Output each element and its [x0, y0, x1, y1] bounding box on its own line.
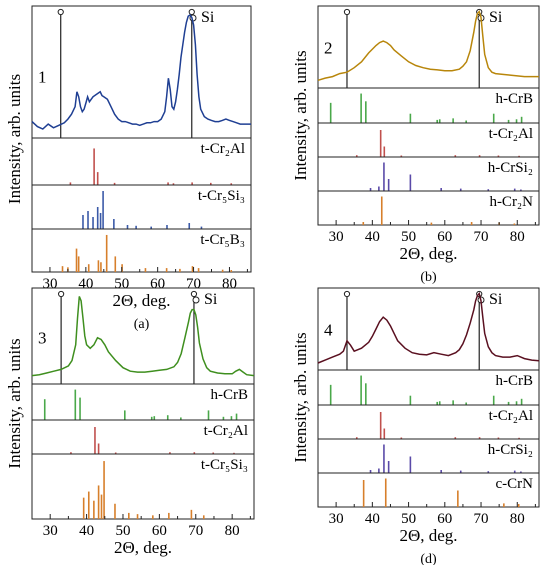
- y-axis-label: Intensity, arb. units: [5, 74, 24, 204]
- reference-phase-label: h-CrB: [211, 387, 249, 403]
- si-legend-label: Si: [489, 291, 503, 308]
- xrd-pattern-line: [31, 13, 251, 130]
- plot-frame: [31, 287, 255, 520]
- x-axis-label: 2Θ, deg.: [114, 538, 172, 557]
- x-axis-label: 2Θ, deg.: [399, 244, 457, 263]
- reference-phase-label: t-Cr₅Si₃: [198, 188, 245, 204]
- x-tick-label: 50: [401, 511, 416, 527]
- x-tick-label: 60: [150, 276, 165, 292]
- plot-frame: [317, 287, 540, 508]
- plot-frame: [317, 5, 540, 226]
- panel-d: Intensity, arb. units Si 4 h-CrB t-Cr₂Al h-Cr…: [291, 287, 540, 565]
- si-marker-icon: [343, 290, 351, 298]
- curve-number-label: 1: [38, 68, 47, 87]
- panel-caption: (b): [420, 270, 437, 285]
- reference-phase-label: t-Cr₂Al: [201, 141, 245, 157]
- si-marker-icon: [190, 290, 198, 298]
- x-tick-label: 30: [42, 276, 57, 292]
- curve-number-label: 2: [324, 39, 333, 58]
- x-tick-label: 70: [474, 511, 489, 527]
- reference-phase-label: h-CrB: [496, 91, 534, 107]
- x-tick-label: 40: [365, 229, 380, 245]
- si-marker-icon: [57, 8, 64, 16]
- y-axis-label: Intensity, arb. units: [291, 50, 310, 180]
- xrd-pattern-line: [31, 296, 255, 377]
- plot-frame: [31, 5, 252, 273]
- reference-phase-label: h-CrSi₂: [488, 160, 533, 176]
- reference-phase-label: t-Cr₂Al: [489, 126, 533, 142]
- x-tick-label: 50: [114, 276, 129, 292]
- x-tick-label: 70: [188, 523, 203, 539]
- reference-phase-label: t-Cr₅Si₃: [201, 457, 248, 473]
- x-tick-label: 80: [510, 229, 525, 245]
- x-axis-label: 2Θ, deg.: [399, 526, 457, 545]
- si-marker-icon: [188, 8, 195, 16]
- si-legend-marker-icon: [192, 296, 200, 304]
- x-tick-label: 50: [401, 229, 416, 245]
- x-tick-label: 40: [79, 523, 94, 539]
- curve-number-label: 4: [324, 321, 333, 340]
- reference-phase-label: h-CrB: [496, 373, 534, 389]
- x-tick-label: 80: [225, 523, 240, 539]
- si-legend-label: Si: [489, 9, 503, 26]
- x-tick-label: 80: [222, 276, 237, 292]
- reference-phase-label: h-Cr₂N: [489, 194, 533, 210]
- x-tick-label: 60: [437, 229, 452, 245]
- curve-number-label: 3: [38, 329, 47, 348]
- reference-phase-label: h-CrSi₂: [488, 442, 533, 458]
- si-legend-label: Si: [204, 291, 218, 308]
- panel-a: Intensity, arb. units Si 1 t-Cr₂Al t-Cr₅Si₃ t…: [5, 5, 252, 332]
- x-tick-label: 40: [78, 276, 93, 292]
- xrd-pattern-line: [317, 9, 539, 82]
- x-tick-label: 40: [365, 511, 380, 527]
- x-tick-label: 30: [43, 523, 58, 539]
- y-axis-label: Intensity, arb. units: [291, 332, 310, 462]
- x-tick-label: 70: [186, 276, 201, 292]
- x-tick-label: 50: [115, 523, 130, 539]
- x-tick-label: 30: [329, 511, 344, 527]
- reference-phase-label: t-Cr₅B₃: [200, 232, 245, 248]
- panel-c: Intensity, arb. units Si 3 h-CrB t-Cr₂Al t-Cr…: [5, 287, 255, 565]
- si-marker-icon: [343, 8, 351, 16]
- x-tick-label: 60: [152, 523, 167, 539]
- y-axis-label: Intensity, arb. units: [5, 338, 24, 468]
- panel-caption: (d): [420, 552, 437, 565]
- reference-phase-label: c-CrN: [496, 476, 534, 492]
- x-tick-label: 70: [474, 229, 489, 245]
- reference-phase-label: t-Cr₂Al: [204, 423, 248, 439]
- xrd-pattern-line: [317, 291, 540, 364]
- x-tick-label: 80: [510, 511, 525, 527]
- reference-phase-label: t-Cr₂Al: [489, 408, 533, 424]
- panel-caption: (a): [134, 317, 150, 332]
- x-axis-label: 2Θ, deg.: [112, 291, 170, 310]
- si-marker-icon: [58, 290, 65, 298]
- panel-b: Intensity, arb. units Si 2 h-CrB t-Cr₂Al h-Cr…: [291, 5, 540, 285]
- x-tick-label: 30: [329, 229, 344, 245]
- x-tick-label: 60: [437, 511, 452, 527]
- si-legend-label: Si: [201, 9, 215, 26]
